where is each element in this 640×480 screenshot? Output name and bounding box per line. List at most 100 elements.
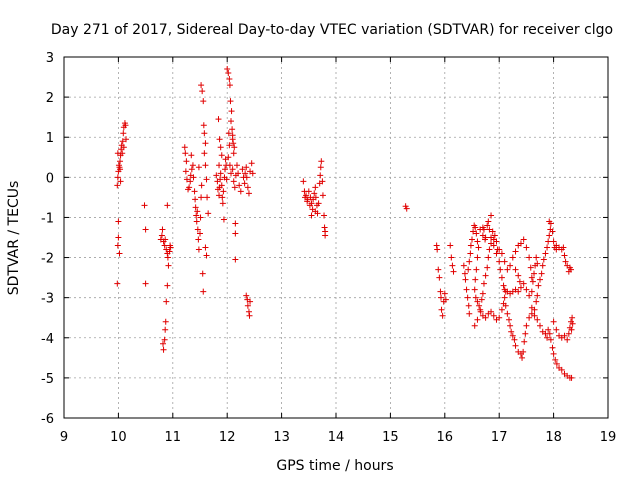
data-point (317, 172, 324, 179)
data-point (517, 284, 524, 291)
data-point (162, 326, 169, 333)
data-point (312, 184, 319, 191)
data-point (480, 280, 487, 287)
data-point (502, 302, 509, 309)
data-point (160, 340, 167, 347)
x-tick-label: 12 (219, 430, 236, 445)
data-point (466, 310, 473, 317)
data-point (190, 174, 197, 181)
data-point (528, 274, 535, 281)
data-point (195, 164, 202, 171)
data-point (198, 194, 205, 201)
data-point (114, 182, 121, 189)
data-point (215, 116, 222, 123)
data-point (203, 176, 210, 183)
data-point (230, 150, 237, 157)
data-point (462, 276, 469, 283)
data-point (497, 266, 504, 273)
data-points (114, 66, 576, 381)
data-point (465, 302, 472, 309)
data-point (535, 282, 542, 289)
data-point (194, 208, 201, 215)
data-point (465, 266, 472, 273)
y-axis-label: SDTVAR / TECUs (6, 181, 22, 296)
data-point (229, 136, 236, 143)
data-point (141, 202, 148, 209)
data-point (561, 252, 568, 259)
data-point (450, 268, 457, 275)
data-point (534, 316, 541, 323)
data-point (312, 208, 319, 215)
data-point (469, 236, 475, 243)
data-point (486, 246, 493, 253)
data-point (164, 254, 171, 261)
data-point (534, 260, 541, 267)
data-point (568, 374, 575, 381)
data-point (218, 152, 225, 159)
data-point (217, 170, 224, 177)
data-point (447, 242, 454, 249)
data-point (197, 230, 203, 237)
data-point (162, 318, 169, 325)
data-point (472, 224, 479, 231)
data-point (522, 330, 529, 337)
data-point (484, 264, 491, 271)
data-point (460, 262, 467, 269)
data-point (192, 196, 199, 203)
data-point (200, 288, 207, 295)
data-point (512, 266, 519, 273)
data-point (448, 254, 455, 261)
data-point (470, 228, 477, 235)
data-point (219, 194, 226, 201)
data-point (498, 250, 505, 257)
data-point (232, 220, 239, 227)
data-point (117, 178, 124, 185)
data-point (303, 192, 310, 199)
y-tick-label: 2 (46, 91, 54, 106)
data-point (504, 266, 511, 273)
x-tick-label: 9 (60, 430, 68, 445)
data-point (231, 144, 238, 151)
data-point (568, 326, 575, 333)
data-point (498, 306, 505, 313)
data-point (512, 342, 519, 349)
data-point (166, 248, 173, 255)
data-point (552, 356, 559, 363)
data-point (202, 244, 209, 251)
data-point (489, 228, 496, 235)
data-point (474, 238, 481, 245)
data-point (159, 226, 166, 233)
data-point (220, 216, 227, 223)
data-point (569, 314, 576, 321)
data-point (315, 200, 322, 207)
data-point (538, 270, 545, 277)
data-point (490, 312, 497, 319)
data-point (199, 88, 206, 95)
y-tick-labels: 3 2 1 0 -1 -2 -3 -4 -5 -6 (41, 51, 54, 427)
data-point (540, 256, 547, 263)
data-point (438, 306, 445, 313)
data-point (244, 184, 251, 191)
data-point (182, 168, 189, 175)
data-point (162, 236, 169, 243)
data-point (244, 302, 251, 309)
data-point (227, 98, 234, 105)
data-point (493, 238, 500, 245)
data-point (496, 314, 503, 321)
data-point (436, 274, 443, 281)
data-point (529, 278, 536, 285)
data-point (496, 258, 503, 265)
data-point (120, 144, 127, 151)
data-point (479, 224, 486, 231)
data-point (230, 178, 237, 185)
data-point (477, 306, 484, 313)
data-point (549, 228, 556, 235)
data-point (474, 316, 481, 323)
data-point (471, 286, 478, 293)
data-point (225, 130, 232, 137)
data-point (188, 152, 195, 159)
data-point (183, 158, 190, 165)
data-point (226, 162, 233, 169)
data-point (228, 170, 235, 177)
